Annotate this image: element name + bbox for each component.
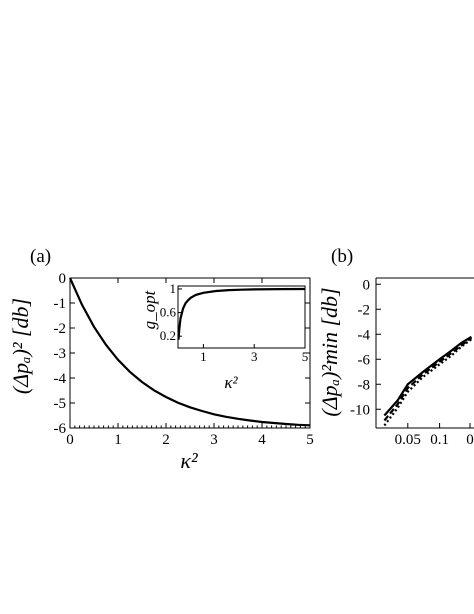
x-tick-label: 0.1 xyxy=(430,432,449,448)
inset-ylabel: g_opt xyxy=(140,289,159,329)
series-line-dashed xyxy=(383,337,473,422)
inset-x-tick-label: 5 xyxy=(302,349,309,364)
x-tick-label: 3 xyxy=(210,432,218,448)
x-tick-label: 0 xyxy=(66,432,74,448)
x-tick-label: 0.05 xyxy=(395,432,421,448)
y-tick-label: 0 xyxy=(59,271,67,287)
panel-b-label: (b) xyxy=(331,246,353,267)
x-tick-label: 0 xyxy=(466,432,474,448)
y-tick-label: -8 xyxy=(358,377,371,393)
y-tick-label: -3 xyxy=(54,346,67,362)
y-tick-label: -4 xyxy=(54,371,67,387)
inset-y-tick-label: 1 xyxy=(170,281,177,296)
y-tick-label: -2 xyxy=(54,321,67,337)
inset-xlabel: κ² xyxy=(224,373,238,392)
series-line-dotted xyxy=(383,338,473,427)
series-line-solid xyxy=(383,335,472,417)
panel-a-ylabel: (Δpₐ)² [db] xyxy=(8,298,33,394)
panel-b-ylabel: (Δpₐ)²min [db] xyxy=(317,287,342,416)
x-tick-label: 1 xyxy=(114,432,122,448)
panel-b-chart: 0 -2 -4 -6 -8 -10 0.05 0.1 0 xyxy=(350,277,474,448)
y-tick-label: -6 xyxy=(54,421,67,437)
panel-a-inset: 1 3 5 0.2 0.6 1 xyxy=(160,281,309,364)
x-tick-label: 2 xyxy=(162,432,170,448)
series-line xyxy=(68,277,311,427)
y-tick-label: -2 xyxy=(358,302,371,318)
y-tick-label: -5 xyxy=(54,396,67,412)
inset-frame xyxy=(177,285,306,349)
inset-x-tick-label: 3 xyxy=(251,349,258,364)
x-tick-label: 4 xyxy=(258,432,266,448)
inset-y-tick-label: 0.2 xyxy=(160,328,176,343)
panel-a-label: (a) xyxy=(30,246,51,267)
y-tick-label: -1 xyxy=(54,296,67,312)
x-tick-label: 5 xyxy=(306,432,314,448)
panel-a-xlabel: κ² xyxy=(180,448,198,473)
y-tick-label: 0 xyxy=(363,277,371,293)
inset-y-tick-label: 0.6 xyxy=(160,305,177,320)
y-tick-label: -4 xyxy=(358,327,371,343)
plot-frame xyxy=(69,277,311,429)
y-tick-label: -6 xyxy=(358,352,371,368)
y-tick-label: -10 xyxy=(350,402,370,418)
inset-x-tick-label: 1 xyxy=(200,349,207,364)
inset-series-line xyxy=(177,287,306,340)
panel-a-chart: 0 1 2 3 4 5 0 -1 -2 -3 -4 -5 -6 xyxy=(54,271,314,448)
